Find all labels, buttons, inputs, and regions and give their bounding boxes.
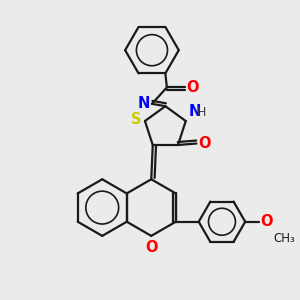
Text: O: O — [146, 240, 158, 255]
Text: O: O — [187, 80, 199, 95]
Text: O: O — [260, 214, 272, 229]
Text: N: N — [189, 103, 201, 118]
Text: S: S — [131, 112, 141, 127]
Text: N: N — [137, 96, 150, 111]
Text: O: O — [198, 136, 211, 151]
Text: H: H — [197, 106, 206, 118]
Text: CH₃: CH₃ — [274, 232, 295, 245]
